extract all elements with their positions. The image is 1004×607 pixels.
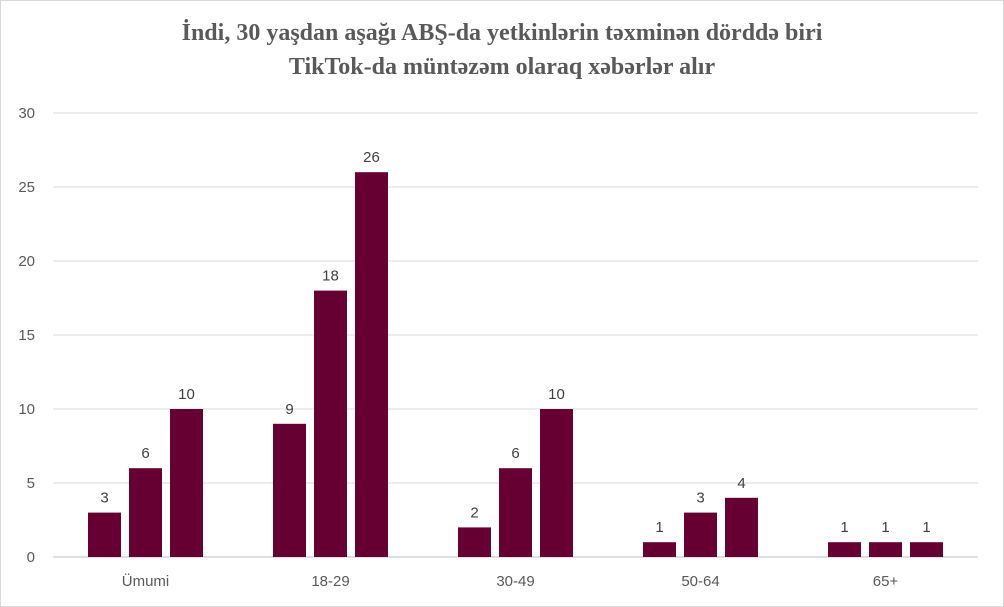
data-label: 3 [100, 490, 108, 507]
x-tick-label: Ümumi [122, 572, 170, 590]
data-label: 18 [322, 268, 339, 285]
y-tick-label: 30 [18, 105, 35, 122]
bar [643, 542, 676, 557]
bar [458, 527, 491, 557]
y-tick-label: 15 [18, 327, 35, 344]
bar [540, 409, 573, 557]
bar [273, 423, 306, 557]
x-tick-label: 18-29 [311, 573, 349, 590]
y-tick-label: 25 [18, 179, 35, 196]
data-label: 6 [511, 445, 519, 462]
y-tick-label: 20 [18, 253, 35, 270]
data-label: 9 [285, 401, 293, 418]
data-label: 10 [178, 386, 195, 403]
bar [828, 542, 861, 557]
bar [499, 468, 532, 557]
bar [684, 512, 717, 557]
bar [129, 468, 162, 557]
data-label: 1 [655, 519, 663, 536]
bar [355, 172, 388, 557]
bar [725, 497, 758, 557]
data-label: 4 [737, 475, 745, 492]
y-tick-label: 10 [18, 401, 35, 418]
chart-title-line-1: İndi, 30 yaşdan aşağı ABŞ-da yetkinlərin… [181, 20, 823, 46]
data-label: 1 [840, 519, 848, 536]
bar [910, 542, 943, 557]
x-tick-label: 50-64 [681, 573, 719, 590]
chart-title: İndi, 30 yaşdan aşağı ABŞ-da yetkinlərin… [0, 16, 1004, 84]
data-label: 26 [363, 149, 380, 166]
x-tick-label: 65+ [873, 573, 899, 590]
data-label: 2 [470, 504, 478, 521]
data-label: 3 [696, 490, 704, 507]
bar [170, 409, 203, 557]
y-tick-label: 5 [27, 475, 35, 492]
y-tick-label: 0 [27, 549, 35, 566]
data-label: 1 [922, 519, 930, 536]
data-label: 6 [141, 445, 149, 462]
x-tick-label: 30-49 [496, 573, 534, 590]
data-label: 1 [881, 519, 889, 536]
chart-title-line-2: TikTok-da müntəzəm olaraq xəbərlər alır [288, 54, 716, 80]
bar [869, 542, 902, 557]
data-label: 10 [548, 386, 565, 403]
bar [88, 512, 121, 557]
bar [314, 290, 347, 557]
